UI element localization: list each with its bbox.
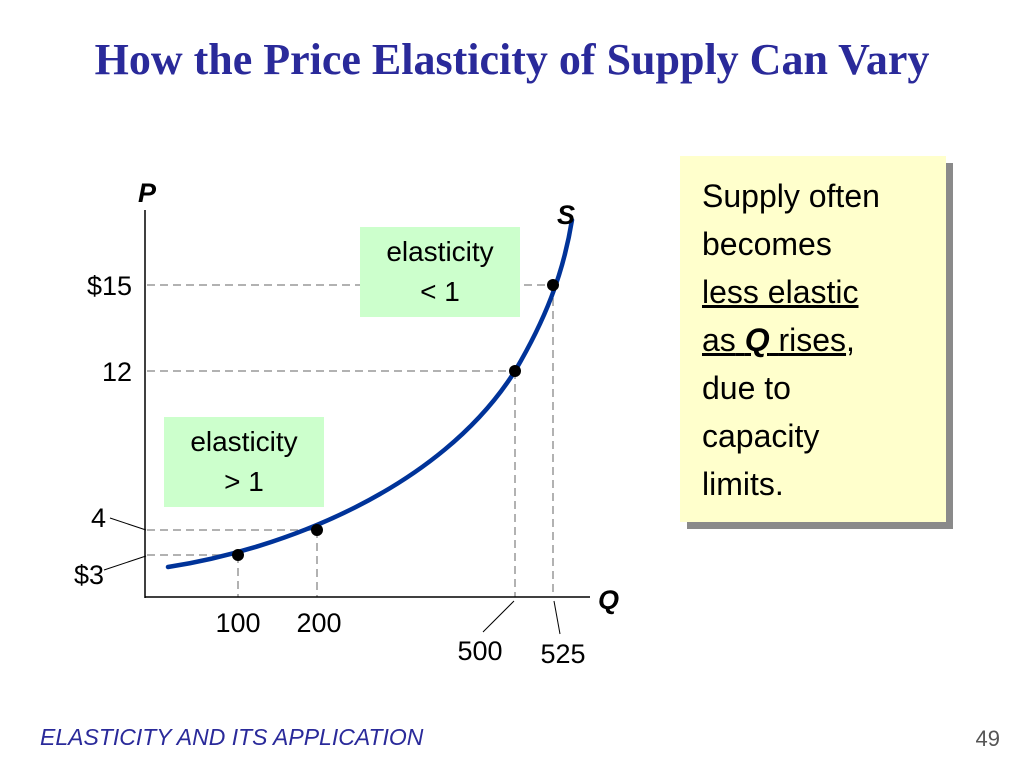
slide-title: How the Price Elasticity of Supply Can V… bbox=[94, 35, 930, 84]
note-comma: , bbox=[846, 322, 855, 358]
point-525-15 bbox=[547, 279, 559, 291]
y-axis-label: P bbox=[138, 178, 157, 208]
leader-500 bbox=[482, 600, 515, 633]
supply-curve-label: S bbox=[557, 200, 575, 230]
note-line-2: becomes bbox=[702, 226, 832, 262]
note-line-6: capacity bbox=[702, 418, 820, 454]
point-200-4 bbox=[311, 524, 323, 536]
note-line-7: limits. bbox=[702, 466, 784, 502]
leader-525 bbox=[553, 600, 561, 635]
note-as: as bbox=[702, 322, 736, 358]
y-tick-4: 4 bbox=[91, 503, 106, 533]
x-tick-100: 100 bbox=[215, 608, 260, 638]
x-tick-200: 200 bbox=[296, 608, 341, 638]
x-axis-label: Q bbox=[598, 585, 619, 615]
note-line-5: due to bbox=[702, 370, 791, 406]
elasticity-greater-than-one-box: elasticity > 1 bbox=[164, 417, 324, 507]
point-100-3 bbox=[232, 549, 244, 561]
note-rises: rises bbox=[778, 322, 847, 358]
box-lower-line2: > 1 bbox=[224, 466, 264, 497]
note-box: Supply often becomes less elastic as Q r… bbox=[680, 156, 946, 522]
note-line-1: Supply often bbox=[702, 178, 880, 214]
point-500-12 bbox=[509, 365, 521, 377]
box-upper-line2: < 1 bbox=[420, 276, 460, 307]
box-upper-line1: elasticity bbox=[386, 236, 494, 267]
note-q: Q bbox=[744, 322, 770, 358]
y-tick-3: $3 bbox=[74, 560, 104, 590]
elasticity-less-than-one-box: elasticity < 1 bbox=[360, 227, 520, 317]
leader-4 bbox=[109, 517, 147, 531]
note-line-4: as Q rises, bbox=[702, 316, 946, 364]
x-tick-500: 500 bbox=[457, 636, 502, 666]
box-lower-line1: elasticity bbox=[190, 426, 298, 457]
note-line-3: less elastic bbox=[702, 274, 859, 310]
y-tick-12: 12 bbox=[102, 357, 132, 387]
leader-3 bbox=[103, 555, 147, 571]
page-number: 49 bbox=[975, 726, 1000, 751]
x-tick-525: 525 bbox=[540, 639, 585, 669]
y-tick-15: $15 bbox=[87, 271, 132, 301]
footer-text: ELASTICITY AND ITS APPLICATION bbox=[40, 724, 424, 750]
